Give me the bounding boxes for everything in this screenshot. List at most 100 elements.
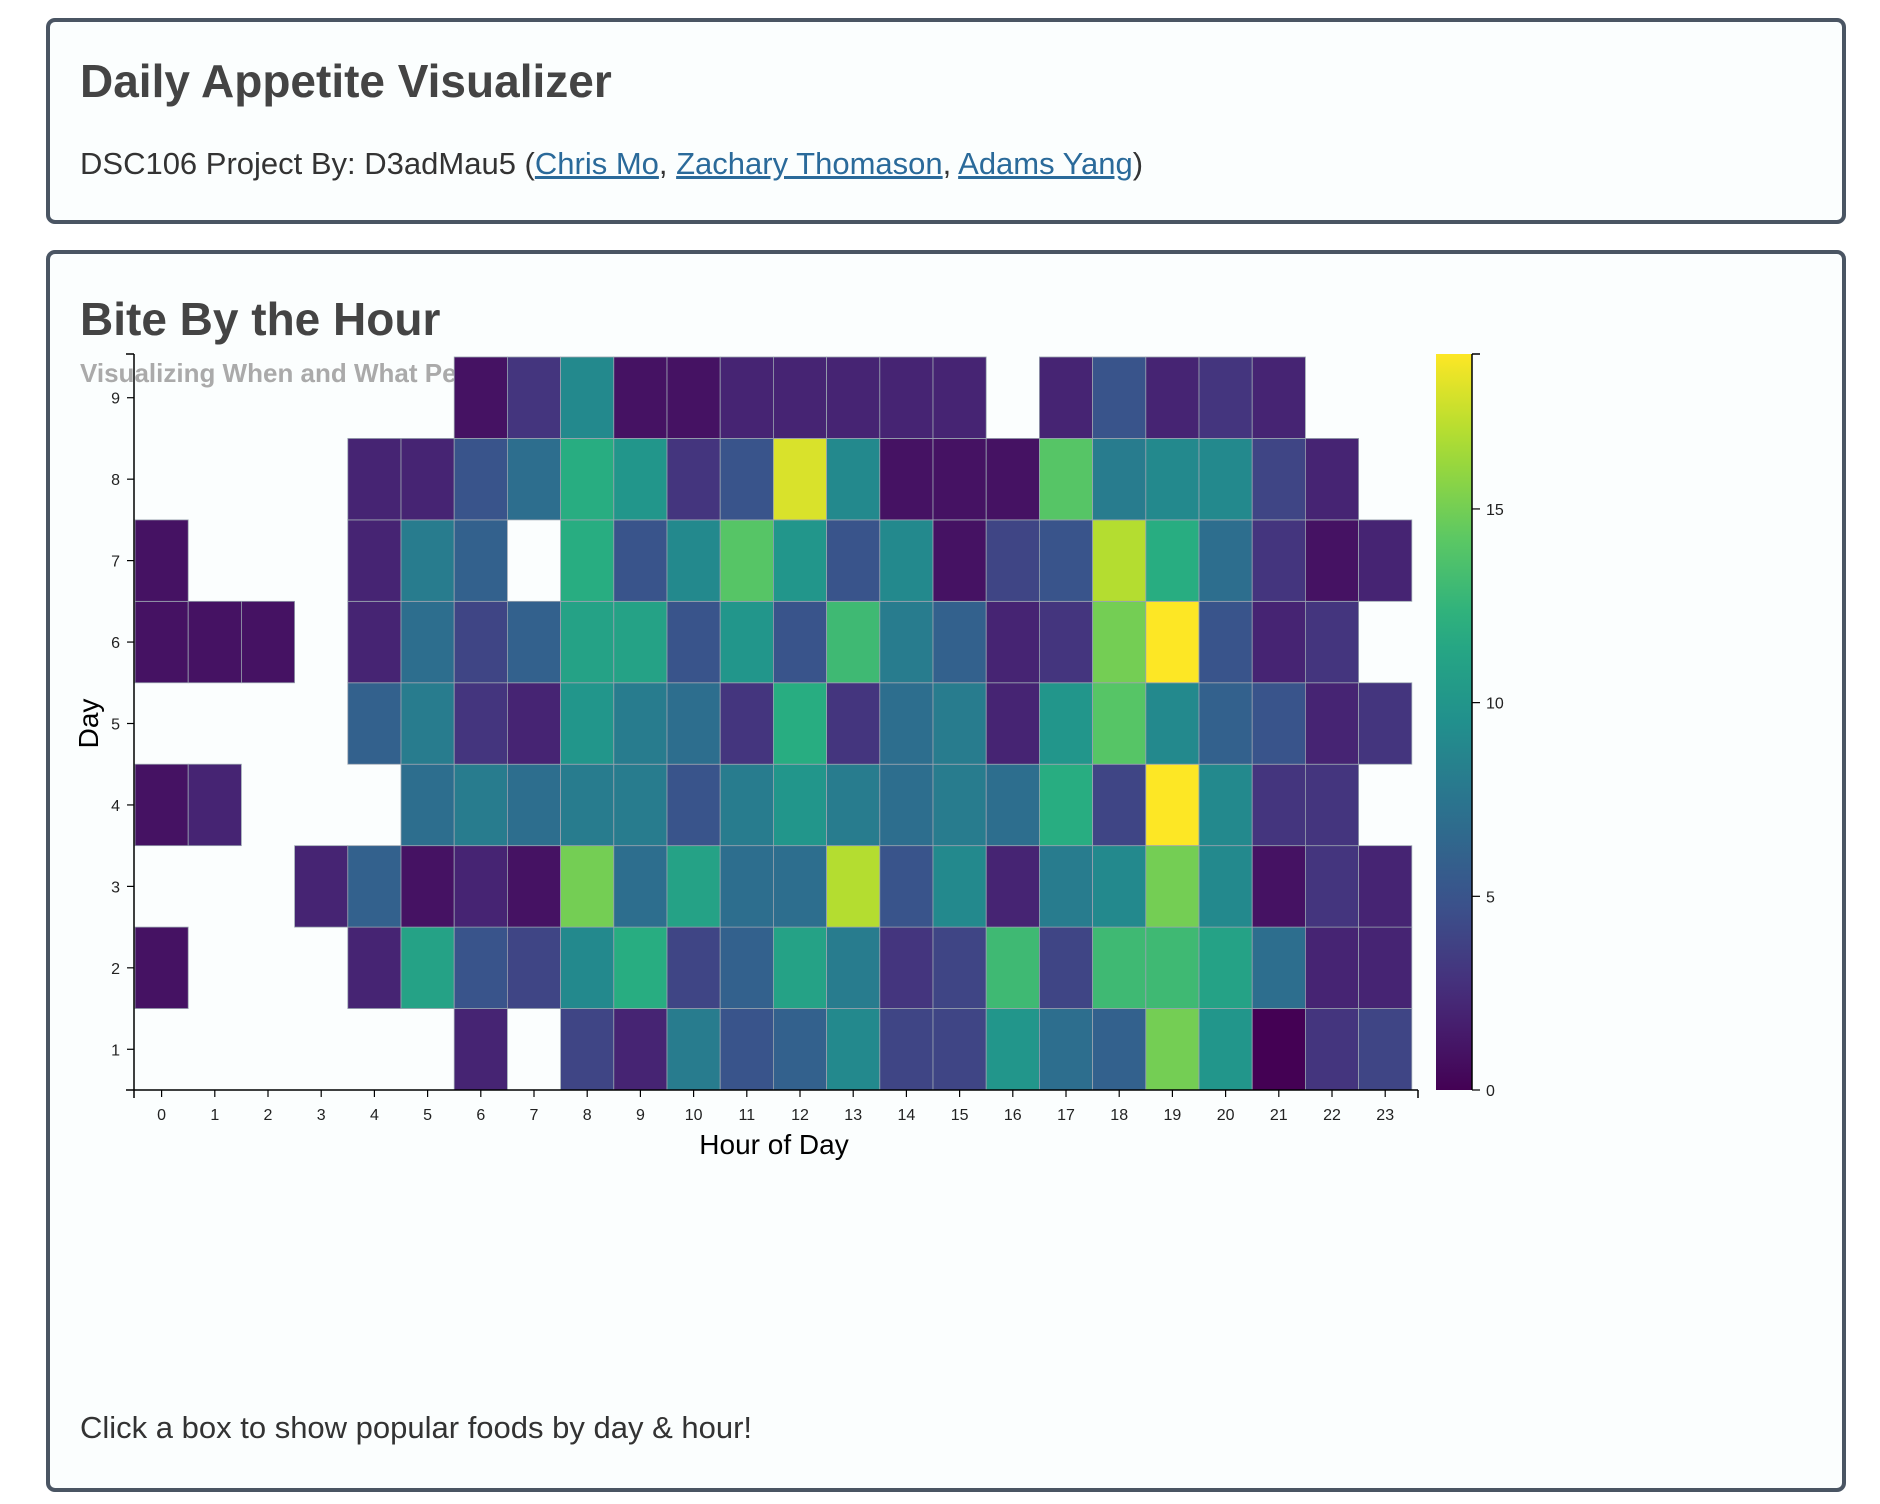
- heatmap-cell[interactable]: 1: [1305, 519, 1360, 602]
- heatmap-cell[interactable]: 19: [1145, 763, 1200, 847]
- heatmap-cell[interactable]: 9: [1145, 682, 1200, 765]
- heatmap-cell[interactable]: 4: [1039, 926, 1094, 1009]
- heatmap-cell[interactable]: 2: [1251, 600, 1306, 684]
- heatmap-cell[interactable]: 9: [560, 926, 615, 1009]
- heatmap-cell[interactable]: 5: [666, 763, 721, 847]
- heatmap-cell[interactable]: 4: [985, 519, 1040, 602]
- heatmap-cell[interactable]: 8: [826, 926, 881, 1009]
- heatmap-cell[interactable]: 9: [932, 845, 987, 928]
- heatmap-cell[interactable]: 10: [773, 763, 828, 847]
- heatmap-cell[interactable]: 7: [1198, 519, 1253, 602]
- heatmap-cell[interactable]: 12: [1039, 763, 1094, 847]
- heatmap-cell[interactable]: 9: [1198, 845, 1253, 928]
- heatmap-cell[interactable]: 11: [613, 600, 668, 684]
- heatmap-cell[interactable]: 13: [1092, 926, 1147, 1009]
- heatmap-cell[interactable]: 2: [1251, 356, 1306, 439]
- heatmap-cell[interactable]: 10: [1039, 682, 1094, 765]
- heatmap-cell[interactable]: 3: [1039, 600, 1094, 684]
- heatmap-cell[interactable]: 2: [879, 356, 934, 439]
- heatmap-cell[interactable]: 1: [187, 600, 242, 684]
- heatmap-cell[interactable]: 5: [1092, 356, 1147, 439]
- heatmap-cell[interactable]: 8: [613, 763, 668, 847]
- heatmap-cell[interactable]: 15: [1145, 845, 1200, 928]
- heatmap-cell[interactable]: 9: [1198, 438, 1253, 521]
- heatmap-cell[interactable]: 8: [560, 763, 615, 847]
- heatmap-cell[interactable]: 3: [719, 682, 774, 765]
- heatmap-cell[interactable]: 4: [560, 1008, 615, 1091]
- heatmap-cell[interactable]: 14: [719, 519, 774, 602]
- heatmap-cell[interactable]: 7: [666, 682, 721, 765]
- heatmap-cell[interactable]: 2: [1358, 845, 1413, 928]
- heatmap-cell[interactable]: 2: [347, 600, 402, 684]
- heatmap-cell[interactable]: 7: [1039, 1008, 1094, 1091]
- heatmap-cell[interactable]: 8: [666, 1008, 721, 1091]
- heatmap-cell[interactable]: 1: [932, 519, 987, 602]
- heatmap-cell[interactable]: 9: [666, 519, 721, 602]
- heatmap-cell[interactable]: 5: [1039, 519, 1094, 602]
- heatmap-cell[interactable]: 3: [1305, 1008, 1360, 1091]
- heatmap-cell[interactable]: 12: [560, 519, 615, 602]
- heatmap-cell[interactable]: 10: [985, 1008, 1040, 1091]
- heatmap-cell[interactable]: 14: [1092, 682, 1147, 765]
- heatmap-cell[interactable]: 4: [506, 926, 561, 1009]
- heatmap-cell[interactable]: 2: [985, 600, 1040, 684]
- heatmap-cell[interactable]: 2: [453, 1008, 508, 1091]
- heatmap-cell[interactable]: 5: [719, 1008, 774, 1091]
- heatmap-cell[interactable]: 5: [879, 845, 934, 928]
- heatmap-cell[interactable]: 15: [1092, 600, 1147, 684]
- heatmap-cell[interactable]: 12: [560, 438, 615, 521]
- heatmap-cell[interactable]: 2: [719, 356, 774, 439]
- heatmap-cell[interactable]: 14: [1039, 438, 1094, 521]
- heatmap-cell[interactable]: 6: [773, 1008, 828, 1091]
- heatmap-cell[interactable]: 4: [932, 1008, 987, 1091]
- heatmap-cell[interactable]: 2: [1305, 438, 1360, 521]
- heatmap-cell[interactable]: 10: [1198, 1008, 1253, 1091]
- heatmap-cell[interactable]: 1: [134, 763, 189, 847]
- heatmap-cell[interactable]: 19: [1145, 600, 1200, 684]
- heatmap-cell[interactable]: 9: [879, 519, 934, 602]
- heatmap-cell[interactable]: 2: [613, 1008, 668, 1091]
- heatmap-cell[interactable]: 8: [932, 763, 987, 847]
- heatmap-cell[interactable]: 3: [1305, 845, 1360, 928]
- heatmap-cell[interactable]: 11: [773, 926, 828, 1009]
- heatmap-cell[interactable]: 2: [1039, 356, 1094, 439]
- heatmap-cell[interactable]: 2: [1145, 356, 1200, 439]
- heatmap-cell[interactable]: 4: [932, 926, 987, 1009]
- heatmap-cell[interactable]: 5: [613, 519, 668, 602]
- heatmap-cell[interactable]: 4: [879, 1008, 934, 1091]
- heatmap-cell[interactable]: 15: [560, 845, 615, 928]
- heatmap-cell[interactable]: 3: [1251, 519, 1306, 602]
- heatmap-cell[interactable]: 1: [506, 845, 561, 928]
- author-link-zachary-thomason[interactable]: Zachary Thomason: [676, 146, 943, 181]
- heatmap-cell[interactable]: 6: [719, 926, 774, 1009]
- heatmap-cell[interactable]: 8: [879, 600, 934, 684]
- heatmap-cell[interactable]: 13: [985, 926, 1040, 1009]
- heatmap-cell[interactable]: 1: [666, 356, 721, 439]
- heatmap-cell[interactable]: 8: [453, 763, 508, 847]
- heatmap-cell[interactable]: 5: [453, 438, 508, 521]
- heatmap-cell[interactable]: 3: [826, 682, 881, 765]
- heatmap-cell[interactable]: 3: [1305, 600, 1360, 684]
- heatmap-cell[interactable]: 9: [1092, 845, 1147, 928]
- heatmap-cell[interactable]: 1: [453, 356, 508, 439]
- heatmap-cell[interactable]: 7: [613, 845, 668, 928]
- heatmap-cell[interactable]: 1: [134, 519, 189, 602]
- heatmap-cell[interactable]: 3: [1251, 763, 1306, 847]
- heatmap-cell[interactable]: 6: [506, 600, 561, 684]
- heatmap-cell[interactable]: 1: [134, 600, 189, 684]
- heatmap-cell[interactable]: 7: [719, 845, 774, 928]
- heatmap-cell[interactable]: 6: [453, 519, 508, 602]
- heatmap-cell[interactable]: 0: [1251, 1008, 1306, 1091]
- heatmap-cell[interactable]: 2: [773, 356, 828, 439]
- heatmap-cell[interactable]: 1: [879, 438, 934, 521]
- heatmap-cell[interactable]: 2: [1358, 519, 1413, 602]
- heatmap-cell[interactable]: 12: [773, 682, 828, 765]
- heatmap-cell[interactable]: 4: [1358, 1008, 1413, 1091]
- heatmap-cell[interactable]: 18: [773, 438, 828, 521]
- heatmap-cell[interactable]: 5: [666, 600, 721, 684]
- heatmap-cell[interactable]: 9: [1145, 438, 1200, 521]
- heatmap-cell[interactable]: 1: [134, 926, 189, 1009]
- heatmap-cell[interactable]: 2: [347, 438, 402, 521]
- heatmap-cell[interactable]: 7: [773, 845, 828, 928]
- heatmap-cell[interactable]: 4: [1251, 438, 1306, 521]
